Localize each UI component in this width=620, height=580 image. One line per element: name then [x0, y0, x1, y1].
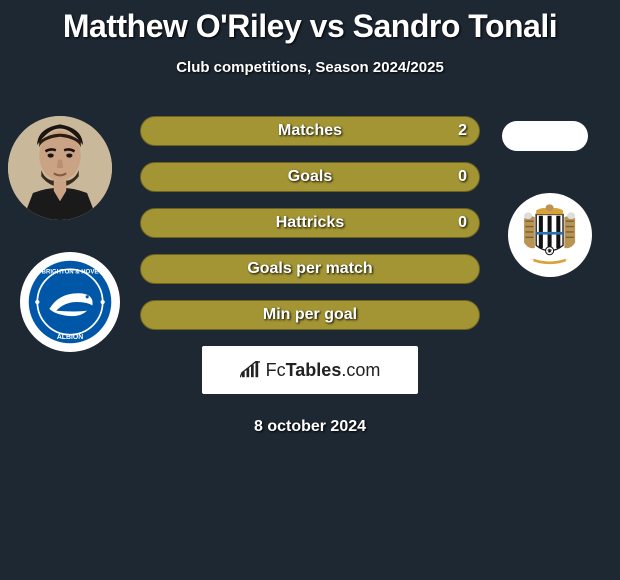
logo-text-suffix: .com: [341, 360, 380, 380]
bar-value-right: 2: [458, 122, 467, 140]
logo-text: FcTables.com: [266, 360, 381, 381]
bar-matches: Matches 2: [140, 116, 480, 146]
subtitle: Club competitions, Season 2024/2025: [0, 59, 620, 76]
fctables-logo: FcTables.com: [202, 346, 418, 394]
page-title: Matthew O'Riley vs Sandro Tonali: [0, 0, 620, 45]
bar-hattricks: Hattricks 0: [140, 208, 480, 238]
player-right-photo: [502, 121, 588, 151]
crest-left-brighton-icon: BRIGHTON & HOVE ALBION: [20, 252, 120, 352]
bar-value-right: 0: [458, 168, 467, 186]
date: 8 october 2024: [0, 418, 620, 436]
content: BRIGHTON & HOVE ALBION: [0, 116, 620, 436]
bar-label: Hattricks: [141, 214, 479, 232]
bar-label: Min per goal: [141, 306, 479, 324]
stat-bars: Matches 2 Goals 0 Hattricks 0 Goals per …: [140, 116, 480, 330]
svg-text:BRIGHTON & HOVE: BRIGHTON & HOVE: [42, 270, 99, 276]
bar-label: Matches: [141, 122, 479, 140]
bar-min-per-goal: Min per goal: [140, 300, 480, 330]
svg-text:ALBION: ALBION: [57, 334, 83, 341]
bar-goals: Goals 0: [140, 162, 480, 192]
bar-value-right: 0: [458, 214, 467, 232]
bar-goals-per-match: Goals per match: [140, 254, 480, 284]
crest-right-newcastle-icon: [508, 193, 592, 277]
logo-text-pre: Fc: [266, 360, 286, 380]
logo-text-bold: Tables: [286, 360, 342, 380]
bar-label: Goals per match: [141, 260, 479, 278]
bar-label: Goals: [141, 168, 479, 186]
player-left-photo: [8, 116, 112, 220]
chart-icon: [240, 361, 262, 379]
